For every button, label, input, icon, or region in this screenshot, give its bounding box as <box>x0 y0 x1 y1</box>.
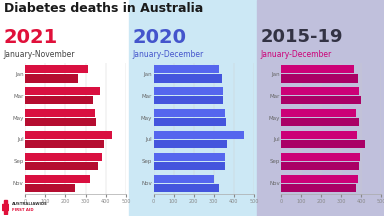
Text: January-December: January-December <box>260 50 332 59</box>
Bar <box>281 87 359 95</box>
Text: 2021: 2021 <box>4 28 58 47</box>
Bar <box>281 175 358 183</box>
Bar <box>154 153 225 161</box>
Bar <box>154 87 223 95</box>
Bar <box>281 184 356 192</box>
Bar <box>25 96 93 104</box>
Bar <box>25 175 89 183</box>
Bar <box>154 131 244 139</box>
Text: FIRST AID: FIRST AID <box>12 208 34 212</box>
Bar <box>154 65 219 73</box>
Text: 2015-19: 2015-19 <box>260 28 343 46</box>
Bar <box>281 109 356 117</box>
Bar <box>154 184 219 192</box>
Bar <box>154 109 225 117</box>
Bar <box>25 153 102 161</box>
Bar <box>281 140 365 148</box>
Bar <box>281 162 359 170</box>
Bar <box>281 153 360 161</box>
Bar <box>25 162 98 170</box>
Bar <box>25 109 94 117</box>
Text: AUSTRALIAWIDE: AUSTRALIAWIDE <box>12 202 48 206</box>
Bar <box>25 140 104 148</box>
Bar <box>154 175 214 183</box>
Bar <box>25 65 88 73</box>
Text: Diabetes deaths in Australia: Diabetes deaths in Australia <box>4 2 203 15</box>
Bar <box>281 65 354 73</box>
Bar <box>154 118 226 126</box>
Bar <box>281 96 361 104</box>
Bar <box>25 184 75 192</box>
Bar <box>25 87 100 95</box>
Bar <box>25 131 112 139</box>
Text: January-December: January-December <box>132 50 204 59</box>
Bar <box>281 75 358 83</box>
Bar <box>25 75 78 83</box>
Bar <box>4 200 7 214</box>
Text: January-November: January-November <box>4 50 75 59</box>
Bar <box>154 96 223 104</box>
Bar <box>281 118 359 126</box>
Bar <box>25 118 96 126</box>
Bar <box>154 75 222 83</box>
Bar <box>154 162 225 170</box>
Text: 2020: 2020 <box>132 28 187 47</box>
Bar <box>154 140 227 148</box>
Bar <box>281 131 358 139</box>
Bar <box>2 203 8 210</box>
